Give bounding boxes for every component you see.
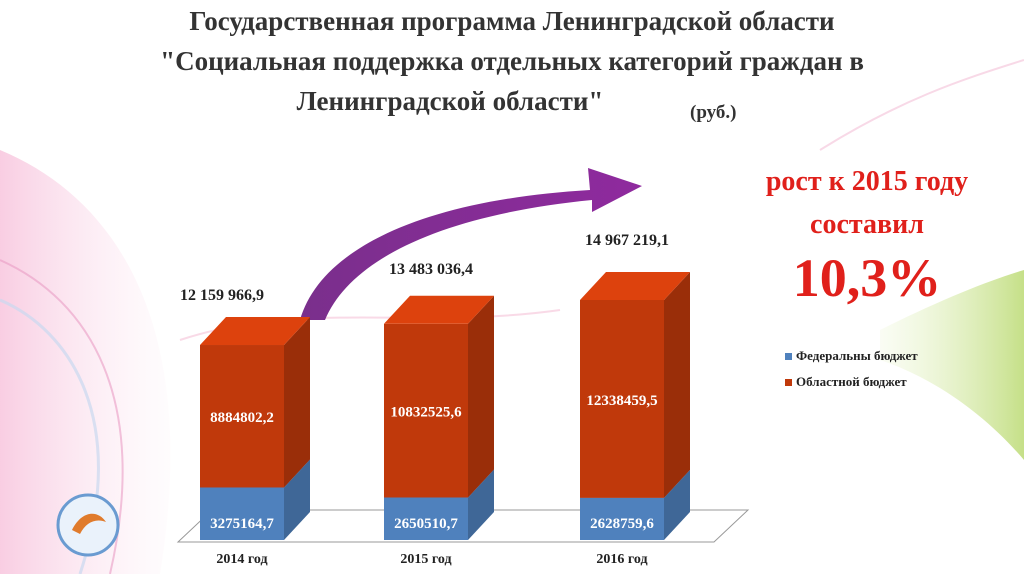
bar-side xyxy=(284,459,310,540)
total-label: 12 159 966,9 xyxy=(180,287,264,304)
bar-side xyxy=(664,469,690,540)
value-label: 2628759,6 xyxy=(590,516,654,532)
bar-side xyxy=(664,272,690,498)
bar-segment xyxy=(580,497,664,540)
bar-segment xyxy=(384,497,468,540)
logo xyxy=(56,493,120,557)
title-line: "Социальная поддержка отдельных категори… xyxy=(160,46,864,76)
value-label: 2650510,7 xyxy=(394,516,458,532)
title-line: Ленинградской области" xyxy=(297,86,604,116)
title: Государственная программа Ленинградской … xyxy=(160,6,864,116)
annotation-value: 10,3% xyxy=(793,248,942,308)
bar-segment xyxy=(200,345,284,488)
legend-label: Областной бюджет xyxy=(796,374,907,389)
bar-top xyxy=(200,317,310,346)
legend-swatch xyxy=(785,379,792,386)
value-label: 8884802,2 xyxy=(210,410,274,426)
bar-side xyxy=(284,317,310,488)
value-label: 10832525,6 xyxy=(390,405,462,421)
chart: 3275164,7 8884802,2 12 159 966,9 2014 год 26… xyxy=(176,232,918,567)
x-tick-label: 2015 год xyxy=(400,552,451,567)
value-label: 3275164,7 xyxy=(210,516,274,532)
total-label: 13 483 036,4 xyxy=(389,261,473,278)
bar-segment xyxy=(200,487,284,540)
bar-segment xyxy=(580,300,664,498)
bar-top xyxy=(580,272,690,300)
legend-swatch xyxy=(785,353,792,360)
unit: (руб.) xyxy=(690,102,736,123)
x-tick-label: 2016 год xyxy=(596,552,647,567)
annotation: составил xyxy=(810,209,924,240)
x-tick-label: 2014 год xyxy=(216,552,267,567)
background xyxy=(0,59,1024,575)
bar-side xyxy=(468,469,494,540)
annotation: рост к 2015 году xyxy=(766,166,968,197)
legend-label: Федеральны бюджет xyxy=(796,348,918,363)
bar-top xyxy=(384,295,494,324)
growth-arrow xyxy=(300,168,642,320)
bar-side xyxy=(468,295,494,498)
bar-segment xyxy=(384,323,468,498)
value-label: 12338459,5 xyxy=(586,393,657,409)
total-label: 14 967 219,1 xyxy=(585,232,669,249)
title-line: Государственная программа Ленинградской … xyxy=(189,6,834,36)
